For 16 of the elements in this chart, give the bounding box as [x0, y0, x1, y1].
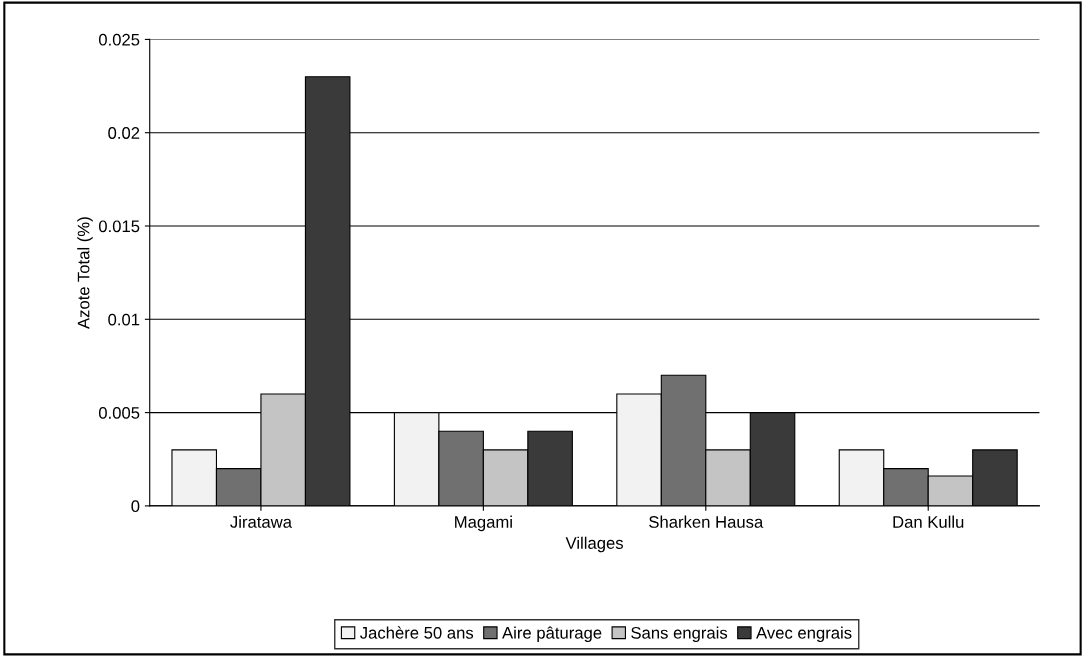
y-tick-label: 0.005 [98, 407, 140, 419]
legend-label: Jachère 50 ans [360, 626, 474, 639]
x-tick-label: Dan Kullu [893, 515, 964, 528]
y-tick-label: 0.015 [98, 220, 140, 233]
legend-label: Avec engrais [756, 626, 852, 643]
y-tick-label: 0 [131, 500, 140, 513]
x-tick-label: Magami [455, 515, 512, 532]
y-tick-label: 0.01 [108, 313, 140, 326]
x-axis-title: Villages [565, 536, 624, 553]
y-tick-label: 0.02 [108, 127, 140, 139]
x-tick-label: Sharken Hausa [649, 515, 764, 528]
legend-label: Aire pâturage [502, 626, 602, 643]
x-tick-label: Jiratawa [230, 515, 292, 528]
y-tick-label: 0.025 [98, 33, 140, 46]
y-axis-title: Azote Total (%) [77, 217, 93, 329]
legend-label: Sans engrais [631, 626, 728, 643]
